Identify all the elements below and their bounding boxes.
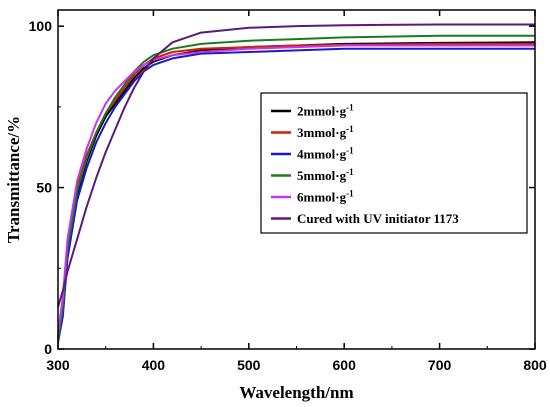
- x-axis-title: Wavelength/nm: [239, 383, 353, 402]
- axes: 300 400 500 600 700 800 0 50 100: [29, 9, 547, 373]
- plot-area: [57, 23, 536, 343]
- x-tick-label-300: 300: [46, 357, 70, 373]
- x-tick-label-700: 700: [428, 357, 452, 373]
- y-tick-label-0: 0: [44, 341, 52, 357]
- legend-label-4: 5mmol·g-1: [297, 167, 354, 183]
- series-line-5: [57, 44, 535, 334]
- legend-label-2: 3mmol·g-1: [297, 124, 354, 140]
- series-line-6: [57, 23, 535, 308]
- legend: 2mmol·g-1 3mmol·g-1 4mmol·g-1 5mmol·g-1 6mmo…: [260, 92, 528, 234]
- x-tick-label-600: 600: [333, 357, 357, 373]
- x-tick-label-500: 500: [237, 357, 261, 373]
- series-line-3: [57, 47, 535, 343]
- y-axis-title: Transmittance/%: [4, 116, 23, 243]
- legend-label-5: 6mmol·g-1: [297, 189, 354, 205]
- legend-label-3: 4mmol·g-1: [297, 146, 354, 162]
- legend-label-6: Cured with UV initiator 1173: [297, 211, 459, 226]
- x-tick-label-400: 400: [142, 357, 166, 373]
- y-tick-label-100: 100: [29, 18, 53, 34]
- y-tick-label-50: 50: [36, 180, 52, 196]
- legend-box: [260, 92, 528, 234]
- legend-label-1: 2mmol·g-1: [297, 103, 354, 119]
- x-tick-label-800: 800: [523, 357, 547, 373]
